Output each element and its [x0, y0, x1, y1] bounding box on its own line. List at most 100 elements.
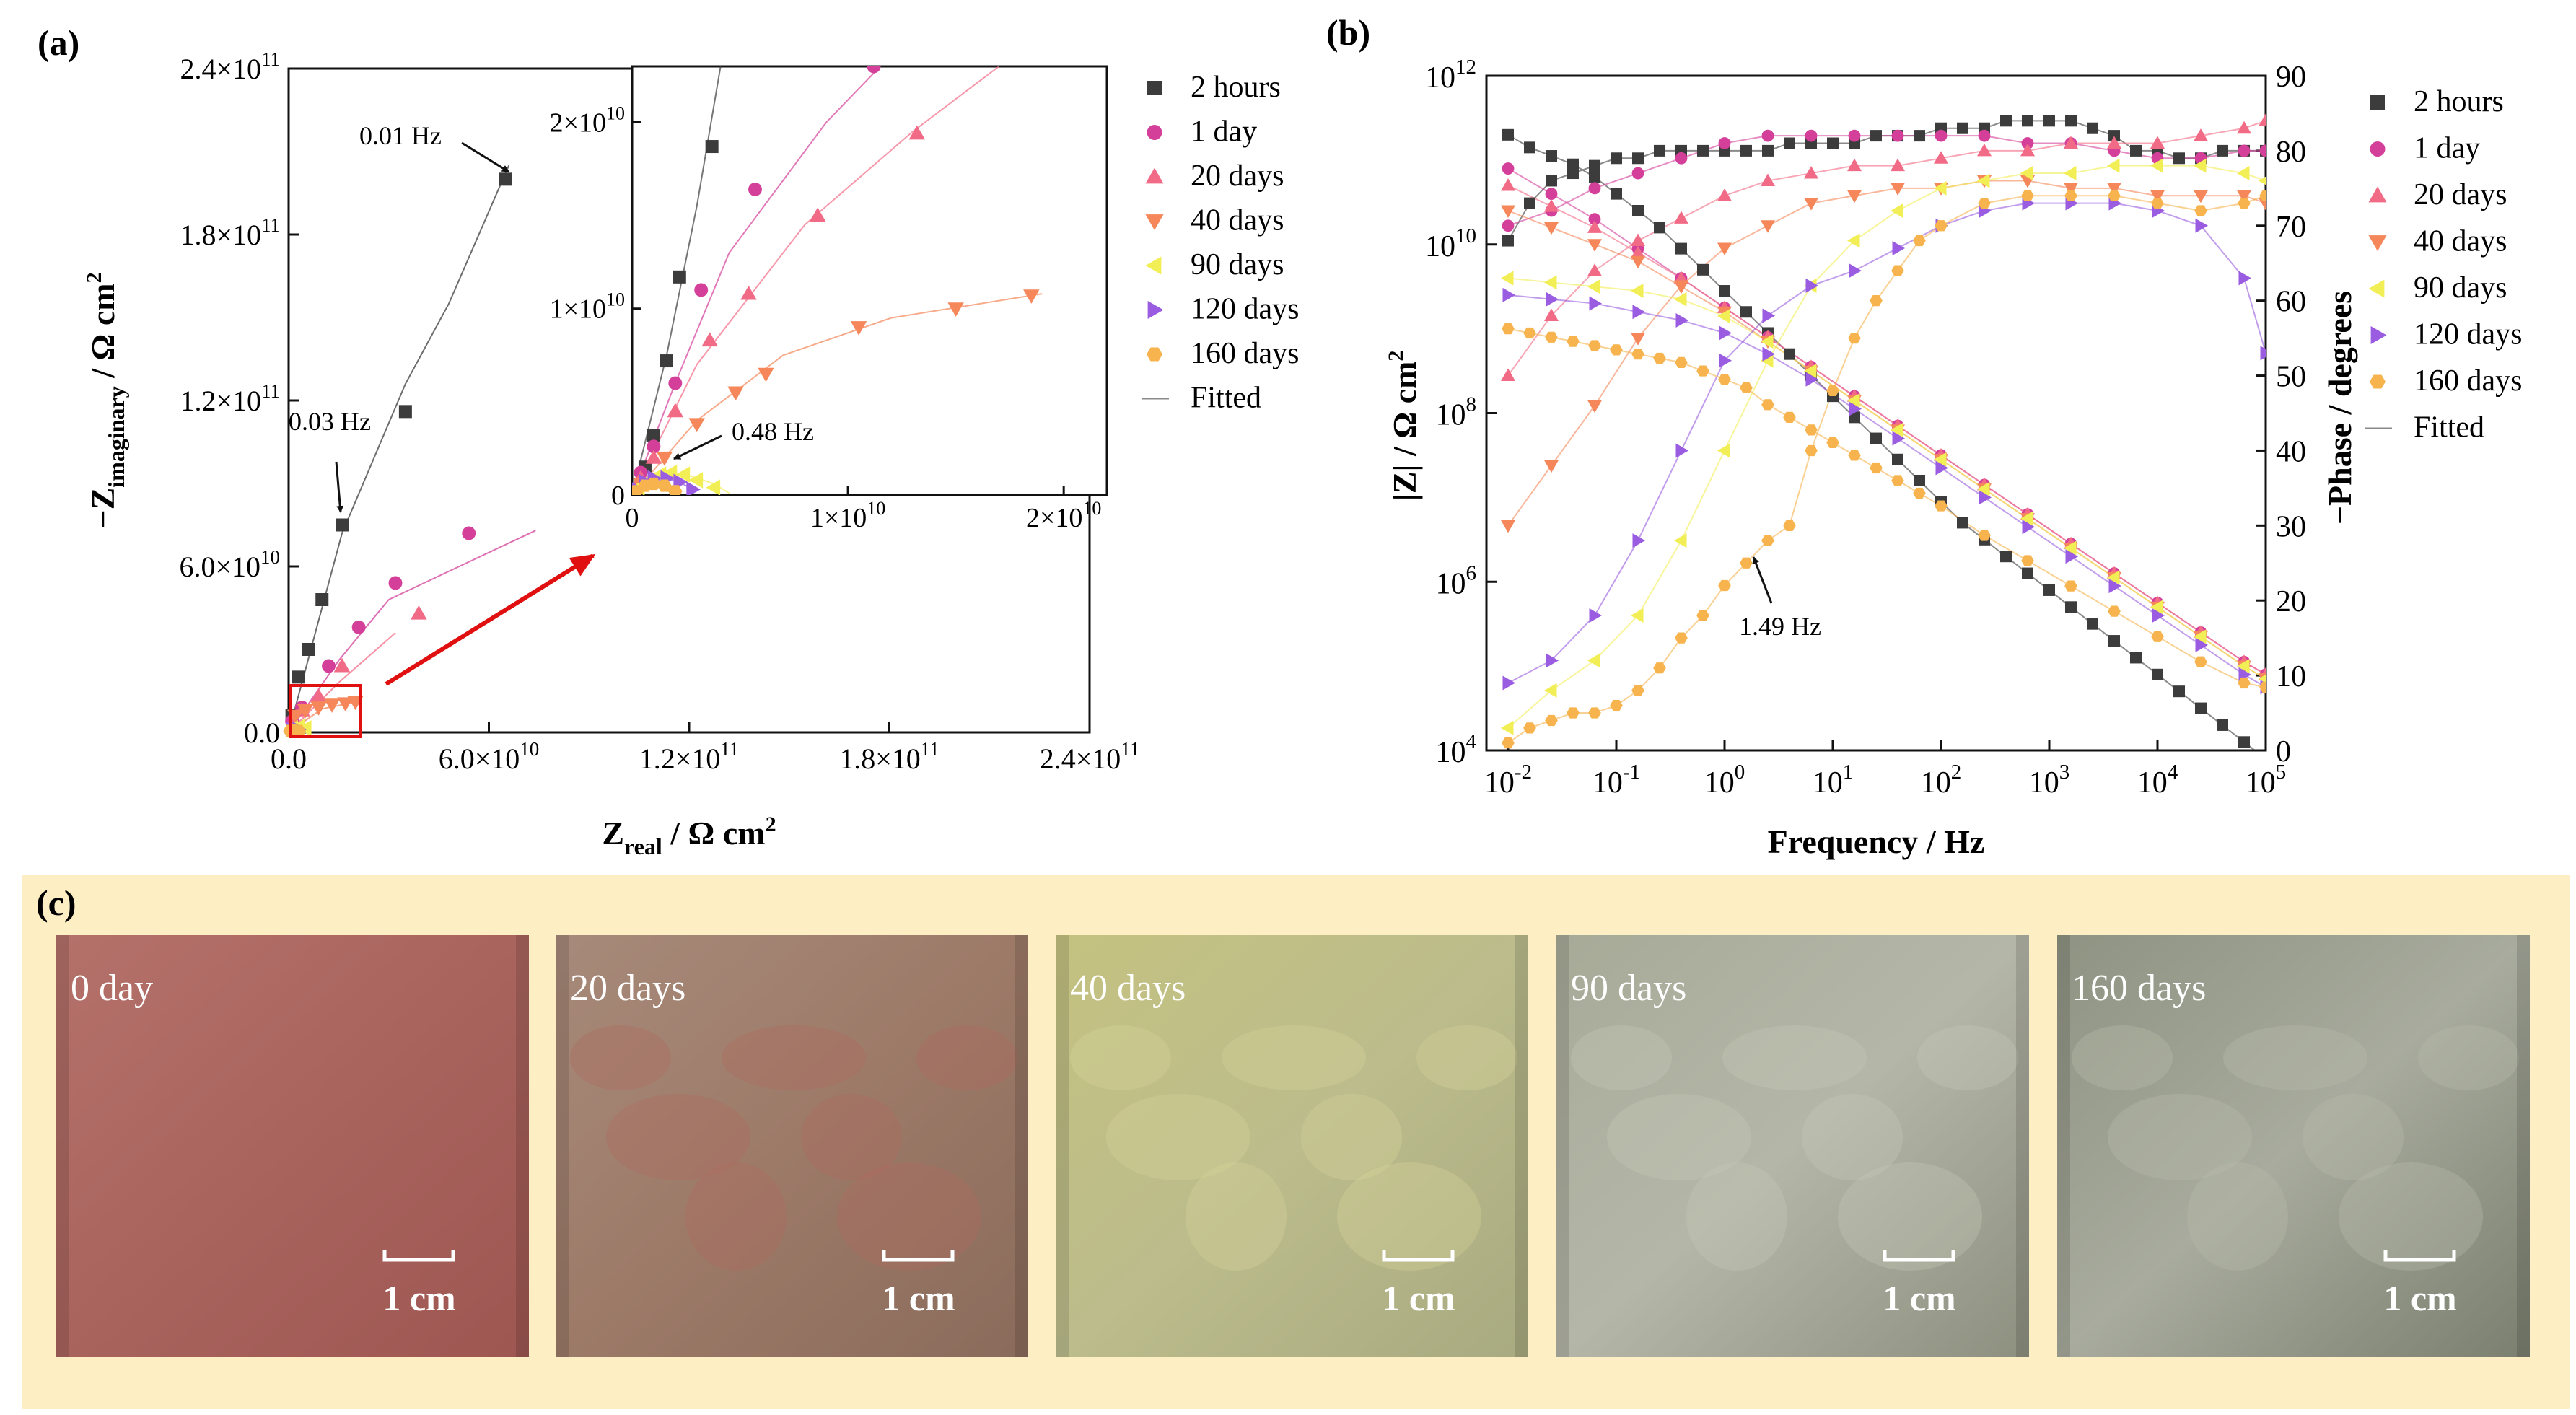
b-phase-point-40-days: [1717, 242, 1732, 255]
b-phase-point-2-hours: [1784, 137, 1795, 149]
b-modulus-point-2-hours: [1914, 475, 1925, 486]
b-modulus-point-2-hours: [2087, 618, 2098, 630]
b-phase-point-90-days: [1717, 443, 1730, 458]
b-modulus-point-2-hours: [1567, 158, 1579, 170]
inset-axis-ticks: 0 1×1010 2×1010 0 1×1010 2×1010: [550, 102, 1102, 533]
annotation-0.03hz-arrow: [335, 461, 344, 513]
inset-point-20-days: [809, 207, 826, 222]
b-x-tick-label: 105: [2246, 761, 2287, 800]
legend-label-90-days: 90 days: [1191, 248, 1284, 281]
b-phase-point-120-days: [1719, 353, 1732, 368]
b-modulus-point-90-days: [2107, 570, 2120, 585]
photo-edge: [516, 935, 529, 1357]
x-tick-label: 1.2×1011: [639, 738, 740, 775]
photo-edge: [2517, 935, 2530, 1357]
b-phase-point-40-days: [1891, 183, 1905, 196]
photo-texture: [1337, 1162, 1481, 1271]
inset-point-40-days: [1023, 289, 1040, 304]
b-phase-point-1-day: [1978, 129, 1991, 142]
b-phase-point-120-days: [2260, 346, 2266, 361]
b-fit-phase-90-days: [1507, 165, 2266, 729]
inset-point-1-day: [668, 376, 683, 390]
inset-point-1-day: [867, 66, 881, 74]
scale-bar-label: 1 cm: [1382, 1278, 1455, 1318]
b-modulus-point-90-days: [1674, 292, 1687, 307]
b-phase-point-90-days: [2237, 166, 2250, 181]
legend-label-40-days: 40 days: [1191, 204, 1284, 237]
panel-b-label: (b): [1326, 12, 1370, 53]
b-modulus-point-2-hours: [1524, 141, 1535, 154]
b-phase-point-160-days: [1870, 295, 1883, 307]
photo-texture: [1301, 1094, 1402, 1180]
photo-texture: [2187, 1162, 2288, 1271]
b-phase-point-160-days: [1545, 714, 1558, 727]
b-phase-point-160-days: [1631, 685, 1644, 696]
b-modulus-point-2-hours: [2043, 584, 2055, 596]
scale-bar-label: 1 cm: [2383, 1278, 2456, 1318]
b-phase-point-160-days: [1610, 700, 1623, 711]
inset-point-2-hours: [673, 270, 686, 284]
b-modulus-point-120-days: [2022, 520, 2035, 535]
inset-data-points: [632, 66, 1040, 495]
point-1-day: [351, 620, 366, 634]
b-modulus-point-90-days: [2194, 629, 2207, 644]
photo-texture: [2108, 1094, 2252, 1180]
x-tick-label: 6.0×1010: [439, 738, 540, 775]
b-modulus-point-40-days: [1631, 255, 1645, 269]
b-modulus-point-90-days: [1544, 275, 1557, 290]
inset-point-1-day: [694, 283, 709, 297]
b-modulus-point-90-days: [1934, 452, 1947, 467]
b-modulus-point-2-hours: [2173, 685, 2185, 698]
legend-marker-160-days: [2370, 374, 2386, 389]
b-phase-point-160-days: [1978, 197, 1991, 209]
legend-marker-2-hours: [2370, 95, 2385, 110]
b-modulus-point-1-day: [1545, 188, 1558, 201]
b-fit-modulus-2-hours: [1507, 133, 2256, 750]
inset-x-tick-label: 1×1010: [810, 498, 885, 533]
b-phase-point-2-hours: [1632, 152, 1644, 165]
legend-label-1-day: 1 day: [2414, 132, 2480, 165]
b-x-tick-label: 100: [1704, 761, 1745, 800]
photo-label-90-days: 90 days: [1571, 968, 1686, 1009]
inset-point-160-days: [657, 479, 672, 492]
b-phase-point-2-hours: [1957, 122, 1968, 134]
photo-texture: [1686, 1162, 1787, 1271]
b-phase-point-90-days: [2020, 166, 2033, 181]
b-phase-point-40-days: [1544, 460, 1559, 473]
panel-b-ylabel-right: −Phase / degrees: [2321, 291, 2358, 525]
b-phase-point-160-days: [1502, 737, 1515, 749]
b-phase-point-2-hours: [1654, 144, 1665, 157]
b-modulus-point-120-days: [1849, 401, 1862, 416]
inset-point-40-days: [656, 451, 673, 466]
legend-label-20-days: 20 days: [1191, 159, 1284, 193]
legend-label-2-hours: 2 hours: [1191, 71, 1281, 104]
b-modulus-point-90-days: [1891, 422, 1903, 437]
b-phase-point-1-day: [1675, 152, 1688, 165]
b-phase-point-40-days: [1761, 220, 1775, 233]
b-phase-point-160-days: [1913, 235, 1926, 247]
legend-marker-1-day: [2370, 141, 2386, 157]
legend-marker-90-days: [1145, 256, 1162, 275]
b-modulus-point-2-hours: [1957, 517, 1968, 529]
b-modulus-point-160-days: [1978, 530, 1991, 541]
b-modulus-point-20-days: [1631, 245, 1645, 258]
panel-b-xlabel: Frequency / Hz: [1768, 823, 1985, 860]
inset-point-20-days: [645, 450, 662, 464]
annotation-0.03hz: 0.03 Hz: [289, 407, 371, 436]
b-yr-tick-label: 10: [2276, 660, 2306, 693]
b-modulus-point-90-days: [1847, 393, 1860, 408]
b-modulus-point-2-hours: [1697, 263, 1709, 276]
point-20-days: [310, 688, 327, 703]
b-phase-point-160-days: [1761, 535, 1774, 546]
inset-point-40-days: [850, 321, 867, 336]
legend-marker-1-day: [1147, 125, 1162, 140]
b-fit-phase-2-hours: [1507, 120, 2266, 242]
inset-fit-line-40-days: [632, 293, 1043, 495]
inset-point-120-days: [686, 481, 701, 495]
photo-edge: [1015, 935, 1028, 1357]
b-phase-point-2-hours: [1546, 175, 1557, 187]
b-phase-point-40-days: [2150, 190, 2165, 203]
x-tick-label: 2.4×1011: [1040, 738, 1140, 775]
b-modulus-point-120-days: [1502, 287, 1515, 302]
b-phase-point-90-days: [1847, 233, 1860, 248]
